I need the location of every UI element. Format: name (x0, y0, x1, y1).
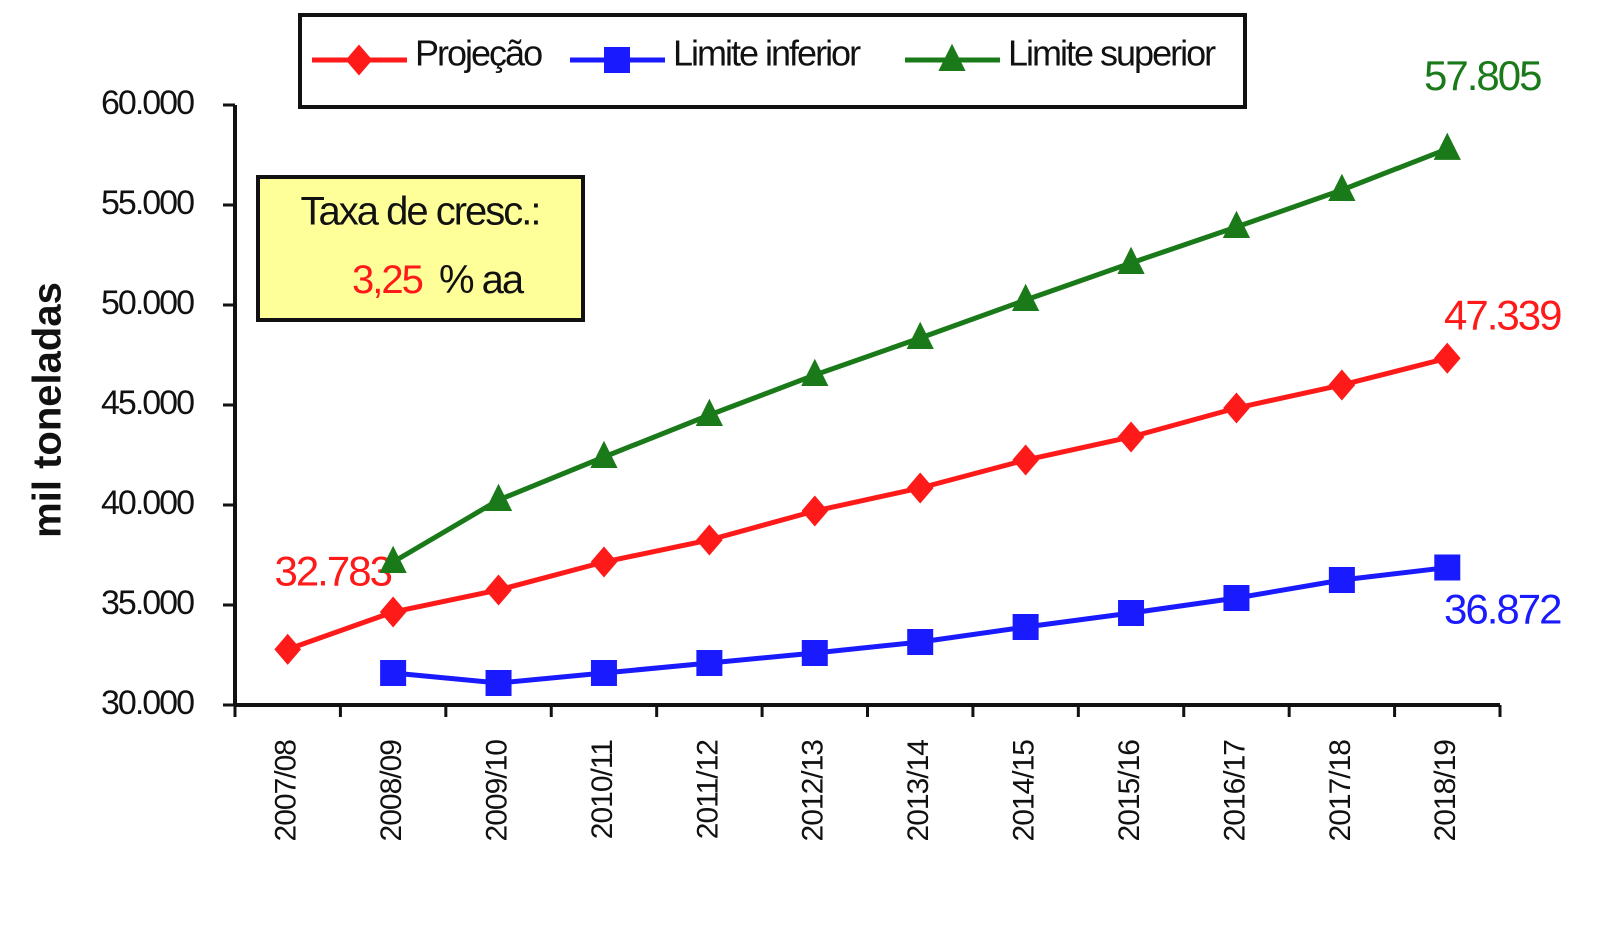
point (1222, 210, 1251, 238)
point (1012, 283, 1040, 311)
legend-marker (604, 47, 630, 73)
point (1328, 173, 1356, 201)
data-label: 36.872 (1444, 586, 1561, 633)
point (1328, 369, 1356, 401)
x-tick-label: 2018/19 (1429, 740, 1462, 842)
point (1118, 600, 1145, 626)
x-tick-label: 2007/08 (270, 740, 303, 842)
y-tick-label: 45.000 (101, 384, 194, 422)
point (1012, 444, 1039, 476)
annotation-box (256, 175, 585, 322)
point (906, 321, 934, 349)
legend-label: Limite inferior (673, 33, 861, 74)
point (907, 629, 934, 655)
annotation-rate: 3,25 % aa (352, 258, 525, 302)
point (379, 596, 407, 628)
point (484, 483, 513, 511)
y-tick-label: 40.000 (101, 484, 194, 522)
data-label: 47.339 (1444, 291, 1561, 338)
point (1328, 567, 1355, 593)
point (590, 546, 618, 578)
x-tick-label: 2013/14 (902, 740, 935, 842)
y-tick-label: 35.000 (101, 584, 194, 622)
point (801, 358, 829, 386)
point (801, 495, 829, 527)
data-label: 57.805 (1424, 52, 1541, 99)
point (906, 472, 934, 504)
annotation-unit: % aa (439, 258, 525, 302)
point (1223, 585, 1250, 611)
point (379, 545, 407, 573)
x-tick-label: 2009/10 (480, 740, 513, 842)
point (801, 640, 828, 666)
point (380, 660, 407, 686)
x-tick-label: 2015/16 (1113, 740, 1146, 842)
x-tick-label: 2011/12 (691, 740, 724, 840)
point (590, 660, 617, 686)
point (695, 398, 723, 426)
annotation-title: Taxa de cresc.: (300, 190, 539, 234)
series-line (286, 355, 1448, 652)
point (274, 633, 302, 665)
data-label: 32.783 (274, 547, 391, 594)
x-tick-label: 2012/13 (797, 740, 830, 842)
x-tick-label: 2008/09 (375, 740, 408, 842)
point (485, 574, 512, 606)
series-line (392, 565, 1448, 686)
point (590, 440, 618, 468)
y-tick-label: 50.000 (101, 284, 194, 322)
point (1434, 554, 1461, 581)
point (696, 524, 723, 556)
y-tick-label: 30.000 (101, 684, 194, 722)
point (1223, 392, 1250, 424)
point (1117, 421, 1145, 453)
x-tick-label: 2010/11 (586, 740, 619, 840)
x-tick-label: 2017/18 (1324, 740, 1357, 842)
legend-label: Projeção (415, 33, 542, 74)
point (1117, 246, 1145, 274)
legend-marker (345, 44, 373, 76)
point (485, 670, 512, 696)
y-tick-label: 55.000 (101, 184, 194, 222)
annotation-rate-value: 3,25 (352, 258, 423, 302)
legend-box (298, 13, 1247, 109)
point (696, 650, 723, 676)
point (1012, 614, 1039, 640)
x-tick-label: 2016/17 (1218, 740, 1251, 842)
x-tick-label: 2014/15 (1008, 740, 1041, 842)
point (1433, 342, 1461, 374)
legend-label: Limite superior (1008, 33, 1216, 74)
legend-marker (938, 43, 966, 71)
point (1433, 132, 1461, 160)
y-axis-label: mil toneladas (26, 282, 70, 538)
y-tick-label: 60.000 (101, 84, 194, 122)
